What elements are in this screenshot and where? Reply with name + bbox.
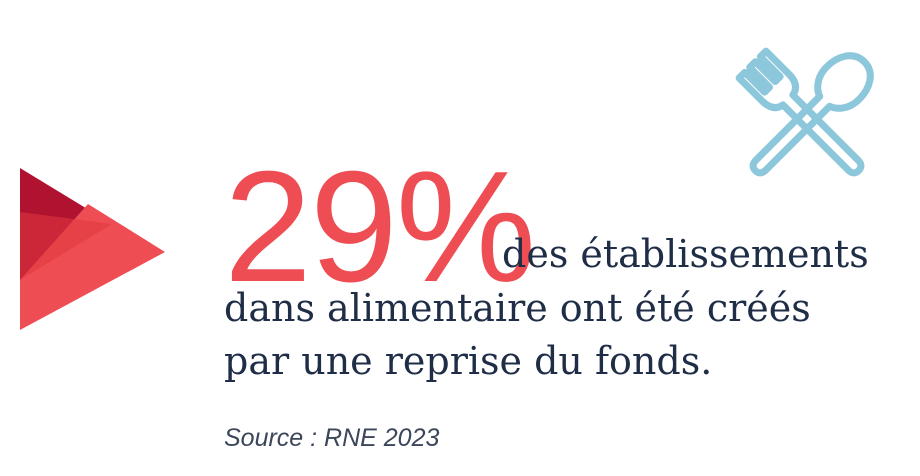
fork-and-spoon-icon (735, 47, 874, 177)
chevron-logo-icon (20, 168, 165, 330)
source-caption: Source : RNE 2023 (224, 424, 440, 452)
chevron-light-part (20, 204, 165, 330)
chevron-upper-light (20, 212, 112, 280)
stat-text-line-1: des établissements (502, 232, 869, 276)
spoon-icon (749, 52, 874, 177)
stat-text-line-2: dans alimentaire ont été créés (224, 286, 811, 330)
fork-icon (735, 47, 865, 177)
stat-text-line-3: par une reprise du fonds. (224, 339, 713, 383)
stat-percentage: 29% (224, 139, 536, 315)
